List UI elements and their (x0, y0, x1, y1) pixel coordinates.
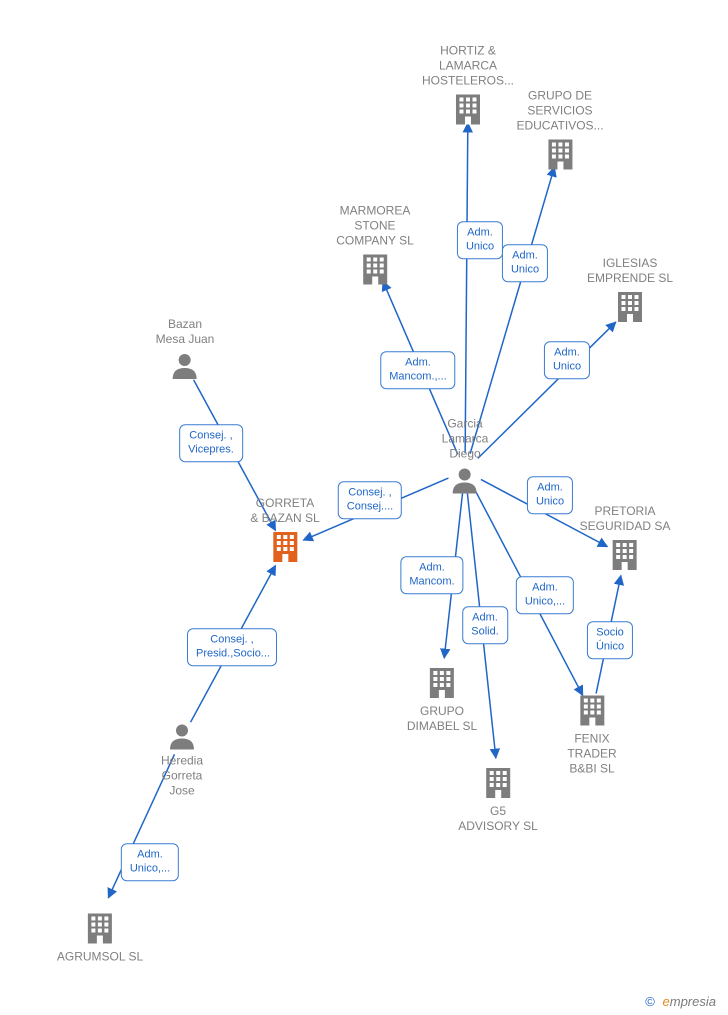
edge-label[interactable]: Adm. Mancom.,... (380, 351, 455, 389)
company-node-grupo_dimabel[interactable]: GRUPO DIMABEL SL (407, 666, 477, 734)
company-icon (545, 138, 575, 172)
company-node-iglesias[interactable]: IGLESIAS EMPRENDE SL (587, 256, 673, 324)
edge-label[interactable]: Adm. Mancom. (400, 556, 463, 594)
copyright-symbol: © (645, 994, 655, 1009)
edge-label[interactable]: Consej. , Presid.,Socio... (187, 628, 277, 666)
company-icon (483, 766, 513, 800)
company-icon (610, 538, 640, 572)
company-icon (270, 530, 300, 564)
person-node-garcia[interactable]: Garcia Lamarca Diego (442, 417, 489, 494)
company-icon (427, 666, 457, 700)
node-label: Garcia Lamarca Diego (442, 417, 489, 462)
footer-brand: © empresia (645, 994, 716, 1009)
company-node-pretoria[interactable]: PRETORIA SEGURIDAD SA (580, 504, 671, 572)
edge-line (465, 123, 468, 453)
node-label: GRUPO DIMABEL SL (407, 704, 477, 734)
company-node-marmorea[interactable]: MARMOREA STONE COMPANY SL (336, 204, 414, 287)
diagram-canvas: Consej. , Vicepres. Consej. , Presid.,Soc… (0, 0, 728, 1015)
node-label: IGLESIAS EMPRENDE SL (587, 256, 673, 286)
node-label: FENIX TRADER B&BI SL (567, 732, 616, 777)
node-label: GORRETA & BAZAN SL (250, 496, 319, 526)
edge-label[interactable]: Adm. Unico,... (121, 843, 179, 881)
company-node-agrumsol[interactable]: AGRUMSOL SL (57, 912, 143, 965)
node-label: Heredia Gorreta Jose (161, 754, 203, 799)
company-node-gorreta[interactable]: GORRETA & BAZAN SL (250, 496, 319, 564)
node-label: HORTIZ & LAMARCA HOSTELEROS... (422, 44, 514, 89)
person-icon (168, 722, 196, 750)
brand-e: e (663, 994, 670, 1009)
brand-rest: mpresia (670, 994, 716, 1009)
company-node-g5[interactable]: G5 ADVISORY SL (458, 766, 538, 834)
person-icon (451, 466, 479, 494)
edge-label[interactable]: Adm. Unico (527, 476, 573, 514)
company-icon (85, 912, 115, 946)
company-node-grupo_serv[interactable]: GRUPO DE SERVICIOS EDUCATIVOS... (516, 89, 603, 172)
edge-label[interactable]: Adm. Unico,... (516, 576, 574, 614)
company-icon (360, 253, 390, 287)
edge-label[interactable]: Consej. , Consej.... (338, 481, 402, 519)
person-node-bazan[interactable]: Bazan Mesa Juan (156, 317, 215, 379)
company-icon (453, 93, 483, 127)
company-icon (577, 694, 607, 728)
company-node-fenix[interactable]: FENIX TRADER B&BI SL (567, 694, 616, 777)
person-icon (171, 351, 199, 379)
company-icon (615, 290, 645, 324)
node-label: G5 ADVISORY SL (458, 804, 538, 834)
edge-line (470, 167, 554, 454)
edge-label[interactable]: Adm. Solid. (462, 606, 508, 644)
node-label: PRETORIA SEGURIDAD SA (580, 504, 671, 534)
edge-label[interactable]: Adm. Unico (502, 244, 548, 282)
edge-label[interactable]: Adm. Unico (457, 221, 503, 259)
edge-label[interactable]: Socio Único (587, 621, 633, 659)
edge-label[interactable]: Adm. Unico (544, 341, 590, 379)
person-node-heredia[interactable]: Heredia Gorreta Jose (161, 722, 203, 799)
node-label: Bazan Mesa Juan (156, 317, 215, 347)
node-label: MARMOREA STONE COMPANY SL (336, 204, 414, 249)
edge-label[interactable]: Consej. , Vicepres. (179, 424, 243, 462)
node-label: AGRUMSOL SL (57, 950, 143, 965)
company-node-hortiz[interactable]: HORTIZ & LAMARCA HOSTELEROS... (422, 44, 514, 127)
node-label: GRUPO DE SERVICIOS EDUCATIVOS... (516, 89, 603, 134)
